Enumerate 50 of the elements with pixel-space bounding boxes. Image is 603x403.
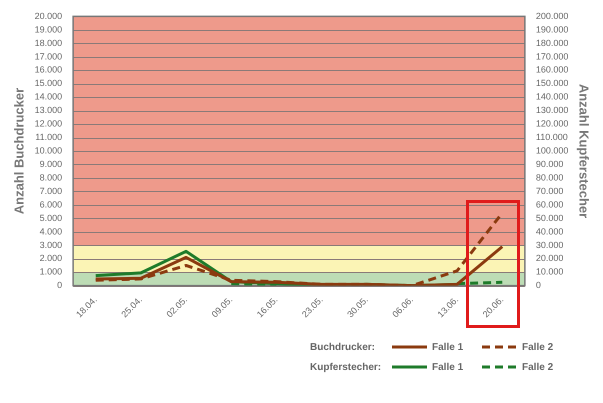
y2-tick-label: 110.000 bbox=[536, 132, 568, 142]
y2-axis-title: Anzahl Kupferstecher bbox=[576, 84, 592, 218]
y-tick-label: 16.000 bbox=[34, 64, 62, 75]
y2-tick-label: 140.000 bbox=[536, 92, 568, 102]
y-tick-label: 17.000 bbox=[34, 51, 62, 62]
y-tick-label: 0 bbox=[57, 280, 62, 290]
text: Kupferstecher: bbox=[310, 362, 382, 373]
y-tick-label: 20.000 bbox=[34, 10, 62, 21]
y-tick-label: 18.000 bbox=[34, 38, 62, 48]
y-axis-title: Anzahl Buchdrucker bbox=[11, 88, 26, 214]
y-tick-label: 19.000 bbox=[34, 24, 62, 34]
y2-tick-label: 100.000 bbox=[536, 146, 568, 156]
y-tick-label: 14.000 bbox=[34, 92, 62, 102]
y-tick-label: 15.000 bbox=[34, 78, 62, 88]
y2-tick-label: 170.000 bbox=[536, 51, 568, 62]
y2-tick-label: 50.000 bbox=[536, 212, 564, 223]
y-tick-label: 13.000 bbox=[34, 105, 62, 116]
y-tick-label: 1.000 bbox=[40, 266, 62, 277]
y-tick-label: 5.000 bbox=[40, 212, 62, 223]
y-tick-label: 11.000 bbox=[35, 132, 62, 142]
text: Buchdrucker: bbox=[310, 342, 376, 353]
y-tick-label: 3.000 bbox=[40, 240, 62, 250]
y2-tick-label: 70.000 bbox=[536, 186, 564, 196]
legend-label: Falle 2 bbox=[522, 362, 554, 373]
y-tick-label: 4.000 bbox=[40, 226, 62, 236]
y2-tick-label: 80.000 bbox=[536, 172, 564, 182]
y2-tick-label: 180.000 bbox=[536, 38, 568, 48]
y2-tick-label: 40.000 bbox=[536, 226, 564, 236]
y-tick-label: 2.000 bbox=[40, 253, 62, 264]
y-tick-label: 8.000 bbox=[40, 172, 62, 182]
y-tick-label: 10.000 bbox=[34, 146, 62, 156]
y-tick-label: 7.000 bbox=[40, 186, 62, 196]
y2-tick-label: 150.000 bbox=[536, 78, 568, 88]
y2-tick-label: 0 bbox=[536, 280, 541, 290]
legend-label: Falle 1 bbox=[432, 362, 464, 373]
y2-tick-label: 90.000 bbox=[536, 158, 564, 169]
y2-tick-label: 190.000 bbox=[536, 24, 568, 34]
y-tick-label: 9.000 bbox=[40, 158, 62, 169]
y2-tick-label: 20.000 bbox=[536, 253, 564, 264]
legend-label: Falle 1 bbox=[432, 342, 464, 353]
y2-tick-label: 130.000 bbox=[536, 105, 568, 116]
y2-tick-label: 10.000 bbox=[536, 266, 564, 277]
y2-tick-label: 200.000 bbox=[536, 10, 568, 21]
y-tick-label: 6.000 bbox=[40, 199, 62, 210]
y2-tick-label: 30.000 bbox=[536, 240, 564, 250]
y2-tick-label: 120.000 bbox=[536, 118, 568, 129]
y2-tick-label: 160.000 bbox=[536, 64, 568, 75]
y2-tick-label: 60.000 bbox=[536, 199, 564, 210]
y-tick-label: 12.000 bbox=[34, 118, 62, 129]
legend-label: Falle 2 bbox=[522, 342, 554, 353]
